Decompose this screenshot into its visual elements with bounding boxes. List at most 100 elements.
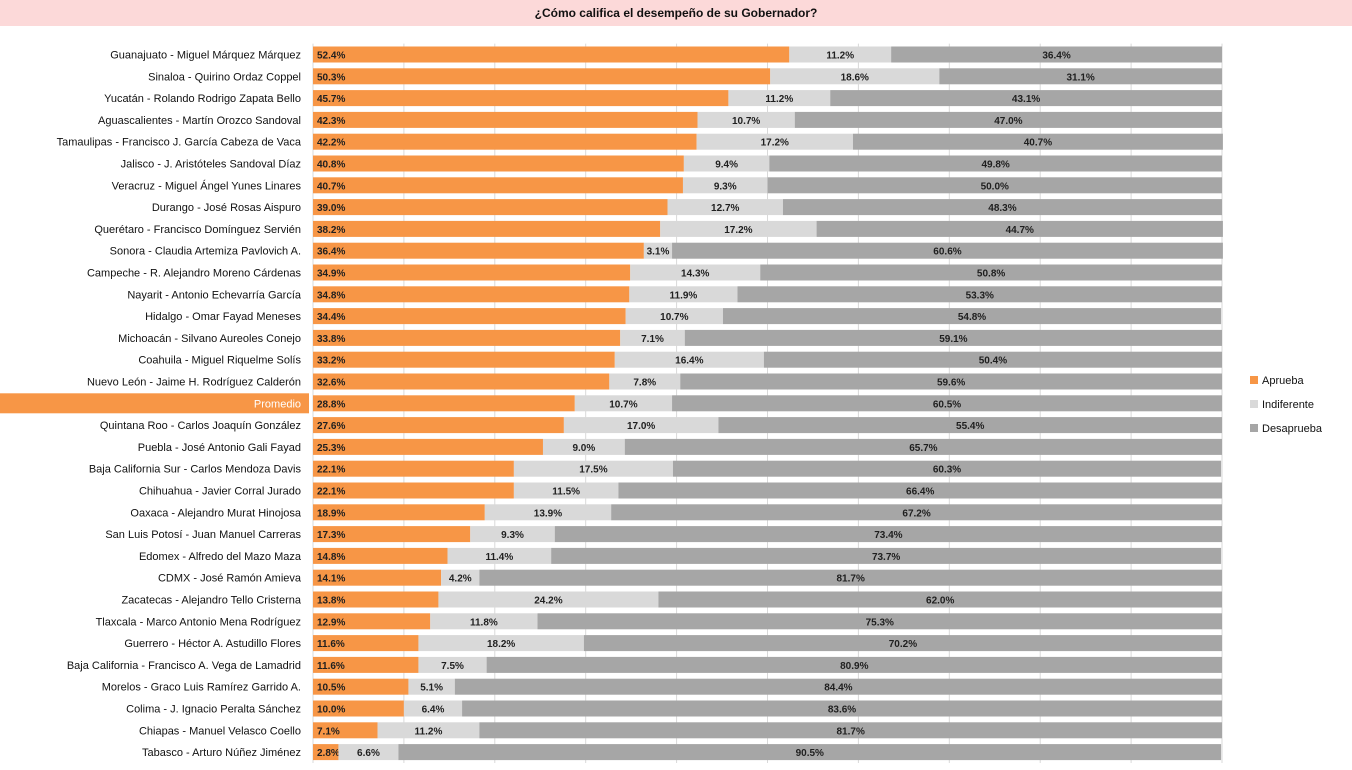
data-label: 34.4% [317, 312, 345, 323]
category-label: Guerrero - Héctor A. Astudillo Flores [124, 638, 301, 650]
bar-segment-desaprueba [624, 438, 1222, 455]
bar-segment-aprueba [313, 526, 471, 543]
data-label: 11.2% [765, 94, 793, 105]
bar-segment-desaprueba [722, 308, 1222, 325]
category-label: Quintana Roo - Carlos Joaquín González [100, 420, 301, 432]
data-label: 59.6% [937, 378, 965, 389]
legend-label: Indiferente [1262, 399, 1314, 411]
bar-segment-aprueba [313, 700, 404, 717]
bar-segment-indiferente [441, 569, 480, 586]
bar-segment-desaprueba [583, 635, 1222, 652]
bar-segment-aprueba [313, 613, 431, 630]
bar-segment-aprueba [313, 133, 697, 150]
bar-segment-aprueba [313, 635, 419, 652]
bar-segment-desaprueba [782, 199, 1222, 216]
bar-segment-indiferente [683, 155, 770, 172]
bar-segment-aprueba [313, 591, 439, 608]
data-label: 65.7% [909, 443, 937, 454]
data-label: 16.4% [675, 356, 703, 367]
data-label: 27.6% [317, 421, 345, 432]
data-label: 42.2% [317, 138, 345, 149]
legend-swatch [1250, 376, 1258, 384]
bar-segment-desaprueba [611, 504, 1222, 521]
data-label: 17.2% [724, 225, 752, 236]
data-label: 17.3% [317, 530, 345, 541]
bar-segment-indiferente [418, 635, 584, 652]
bar-segment-desaprueba [537, 613, 1222, 630]
bar-segment-indiferente [625, 308, 723, 325]
data-label: 17.2% [761, 138, 789, 149]
data-label: 70.2% [889, 639, 917, 650]
bar-segment-desaprueba [479, 569, 1222, 586]
category-label: Nuevo León - Jaime H. Rodríguez Calderón [87, 377, 301, 389]
bar-segment-aprueba [313, 90, 729, 107]
data-label: 81.7% [836, 574, 864, 585]
bar-segment-desaprueba [554, 526, 1222, 543]
data-label: 34.9% [317, 269, 345, 280]
data-label: 31.1% [1066, 72, 1094, 83]
bar-segment-aprueba [313, 722, 378, 739]
data-label: 11.6% [317, 661, 345, 672]
bar-segment-indiferente [470, 526, 555, 543]
data-label: 36.4% [1042, 51, 1070, 62]
bar-segment-aprueba [313, 46, 790, 63]
bar-segment-aprueba [313, 656, 419, 673]
category-label: Veracruz - Miguel Ángel Yunes Linares [112, 179, 302, 192]
data-label: 17.0% [627, 421, 655, 432]
legend-label: Aprueba [1262, 375, 1304, 387]
data-label: 11.8% [470, 617, 498, 628]
data-label: 17.5% [579, 465, 607, 476]
bar-segment-aprueba [313, 329, 621, 346]
category-label: Tlaxcala - Marco Antonio Mena Rodríguez [96, 616, 301, 628]
data-label: 11.9% [670, 290, 698, 301]
data-label: 44.7% [1006, 225, 1034, 236]
bar-segment-aprueba [313, 373, 610, 390]
bar-segment-indiferente [770, 68, 940, 85]
bar-segment-aprueba [313, 111, 698, 128]
category-label: Puebla - José Antonio Gali Fayad [138, 442, 301, 454]
bar-segment-aprueba [313, 482, 514, 499]
data-label: 9.3% [501, 530, 524, 541]
category-label: Coahuila - Miguel Riquelme Solís [138, 355, 301, 367]
bar-segment-indiferente [338, 744, 399, 761]
bar-segment-indiferente [574, 395, 673, 412]
data-label: 45.7% [317, 94, 345, 105]
data-label: 60.3% [933, 465, 961, 476]
data-label: 42.3% [317, 116, 345, 127]
category-label: Colima - J. Ignacio Peralta Sánchez [126, 704, 301, 716]
data-label: 33.8% [317, 334, 345, 345]
data-label: 14.3% [681, 269, 709, 280]
data-label: 22.1% [317, 487, 345, 498]
data-label: 24.2% [534, 596, 562, 607]
bar-segment-aprueba [313, 264, 631, 281]
data-label: 55.4% [956, 421, 984, 432]
bar-segment-desaprueba [830, 90, 1222, 107]
data-label: 84.4% [824, 683, 852, 694]
data-label: 36.4% [317, 247, 345, 258]
data-label: 49.8% [981, 160, 1009, 171]
category-label: Edomex - Alfredo del Mazo Maza [139, 551, 302, 563]
category-label: Durango - José Rosas Aispuro [152, 202, 301, 214]
bar-segment-desaprueba [769, 155, 1222, 172]
bar-segment-desaprueba [680, 373, 1222, 390]
data-label: 62.0% [926, 596, 954, 607]
bar-segment-aprueba [313, 308, 626, 325]
category-label: Morelos - Graco Luis Ramírez Garrido A. [102, 682, 301, 694]
bar-segment-desaprueba [718, 417, 1222, 434]
data-label: 11.2% [826, 51, 854, 62]
bar-segment-aprueba [313, 242, 644, 259]
data-label: 60.6% [933, 247, 961, 258]
bar-segment-indiferente [620, 329, 685, 346]
bar-segment-aprueba [313, 199, 668, 216]
category-label: Nayarit - Antonio Echevarría García [127, 289, 302, 301]
data-label: 18.2% [487, 639, 515, 650]
category-label: Michoacán - Silvano Aureoles Conejo [118, 333, 301, 345]
bar-segment-aprueba [313, 504, 485, 521]
category-label: Chiapas - Manuel Velasco Coello [139, 725, 301, 737]
data-label: 11.6% [317, 639, 345, 650]
data-label: 83.6% [828, 705, 856, 716]
legend-label: Desaprueba [1262, 423, 1323, 435]
data-label: 60.5% [933, 399, 961, 410]
data-label: 10.7% [609, 399, 637, 410]
